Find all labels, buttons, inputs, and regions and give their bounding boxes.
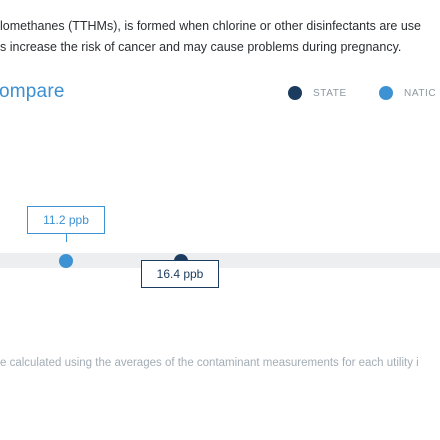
legend-state-label: STATE: [313, 87, 347, 99]
national-marker[interactable]: [59, 254, 73, 268]
state-value-label: 16.4 ppb: [156, 267, 204, 281]
footnote: e calculated using the averages of the c…: [0, 357, 419, 369]
national-dot-icon: [379, 86, 393, 100]
compare-heading: ompare: [0, 81, 65, 102]
legend-item-state: STATE: [288, 86, 347, 100]
legend-national-label: NATIC: [404, 87, 437, 99]
national-connector: [66, 234, 67, 242]
description-line-1: lomethanes (TTHMs), is formed when chlor…: [0, 19, 422, 33]
description-line-2: s increase the risk of cancer and may ca…: [0, 40, 402, 54]
state-dot-icon: [288, 86, 302, 100]
national-value-label: 11.2 ppb: [43, 213, 89, 227]
state-value-box: 16.4 ppb: [141, 260, 219, 288]
legend-item-national: NATIC: [379, 86, 436, 100]
comparison-track: [0, 253, 440, 268]
national-value-box: 11.2 ppb: [27, 206, 105, 234]
contaminant-description: lomethanes (TTHMs), is formed when chlor…: [0, 16, 440, 58]
